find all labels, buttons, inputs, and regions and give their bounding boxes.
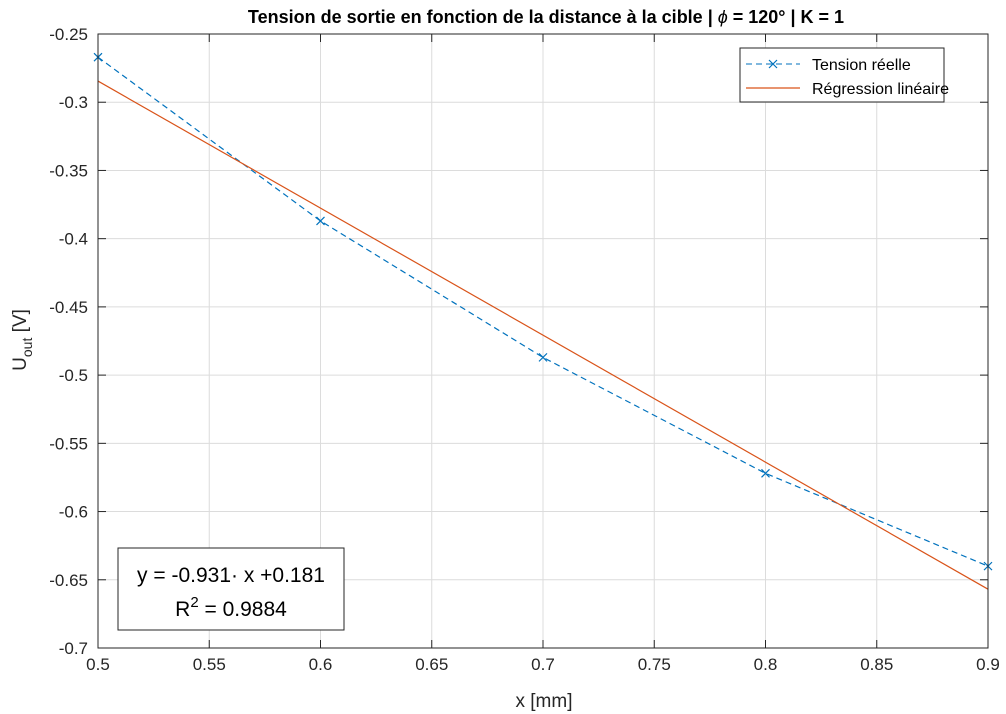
y-tick-label: -0.4 — [59, 230, 88, 249]
y-tick-label: -0.25 — [49, 25, 88, 44]
x-axis-title: x [mm] — [516, 691, 573, 712]
y-tick-label: -0.6 — [59, 503, 88, 522]
x-tick-label: 0.6 — [309, 655, 333, 674]
legend-label-regression: Régression linéaire — [812, 81, 949, 98]
x-tick-label: 0.65 — [415, 655, 448, 674]
legend: Tension réelle Régression linéaire — [739, 47, 949, 103]
annotation-equation: y = -0.931· x +0.181 — [137, 564, 325, 587]
y-axis-title: Uout [V] — [10, 309, 35, 371]
legend-label-tension-reelle: Tension réelle — [812, 57, 911, 74]
annotation-r2-value: = 0.9884 — [199, 598, 287, 621]
y-tick-label: -0.55 — [49, 434, 88, 453]
y-tick-label: -0.5 — [59, 366, 88, 385]
legend-marker-tension-reelle — [768, 59, 778, 69]
series-layer — [93, 52, 993, 590]
annotation-r2-label: R — [175, 598, 190, 621]
legend-box — [739, 47, 945, 103]
regression-annotation: y = -0.931· x +0.181 R2 = 0.9884 — [117, 547, 345, 631]
data-point-marker — [316, 216, 325, 226]
x-tick-label: 0.7 — [531, 655, 555, 674]
title-part-2: = 120° | K = 1 — [728, 7, 844, 27]
chart-title: Tension de sortie en fonction de la dist… — [248, 7, 844, 27]
x-tick-label: 0.9 — [976, 655, 1000, 674]
y-tick-label: -0.3 — [59, 93, 88, 112]
y-tick-label: -0.35 — [49, 161, 88, 180]
x-tick-label: 0.8 — [754, 655, 778, 674]
y-tick-label: -0.45 — [49, 298, 88, 317]
y-axis-title-subscript: out — [19, 338, 35, 358]
y-tick-label: -0.7 — [59, 639, 88, 658]
x-tick-label: 0.85 — [860, 655, 893, 674]
annotation-r2: R2 = 0.9884 — [175, 594, 287, 621]
x-tick-label: 0.5 — [86, 655, 110, 674]
title-part-1: Tension de sortie en fonction de la dist… — [248, 7, 718, 27]
series-line-regression — [97, 80, 989, 590]
data-point-marker — [538, 352, 548, 362]
x-tick-label: 0.75 — [638, 655, 671, 674]
annotation-r2-exponent: 2 — [190, 594, 198, 611]
annotation-box — [117, 547, 345, 631]
y-tick-label: -0.65 — [49, 571, 88, 590]
title-phi-symbol: ϕ — [718, 7, 728, 27]
x-tick-label: 0.55 — [193, 655, 226, 674]
ticks: 0.5 0.55 0.6 0.65 0.7 0.75 0.8 0.85 0.9 -0.25 -0.3… — [49, 25, 1000, 674]
y-axis-title-unit: [V] — [10, 309, 31, 338]
data-point-marker — [761, 468, 770, 478]
y-axis-title-main: U — [10, 357, 31, 371]
